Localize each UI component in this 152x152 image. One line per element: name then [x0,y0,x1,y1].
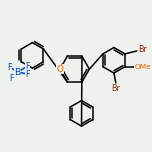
Text: Br: Br [111,84,120,93]
Text: F: F [10,74,14,83]
Text: B: B [14,68,21,77]
Text: Br: Br [138,45,147,54]
Text: F: F [25,62,30,71]
Text: F: F [25,69,30,79]
Text: F: F [8,63,12,72]
Text: O: O [56,65,63,74]
Text: OMe: OMe [134,64,151,70]
Text: •⁻: •⁻ [59,62,65,67]
